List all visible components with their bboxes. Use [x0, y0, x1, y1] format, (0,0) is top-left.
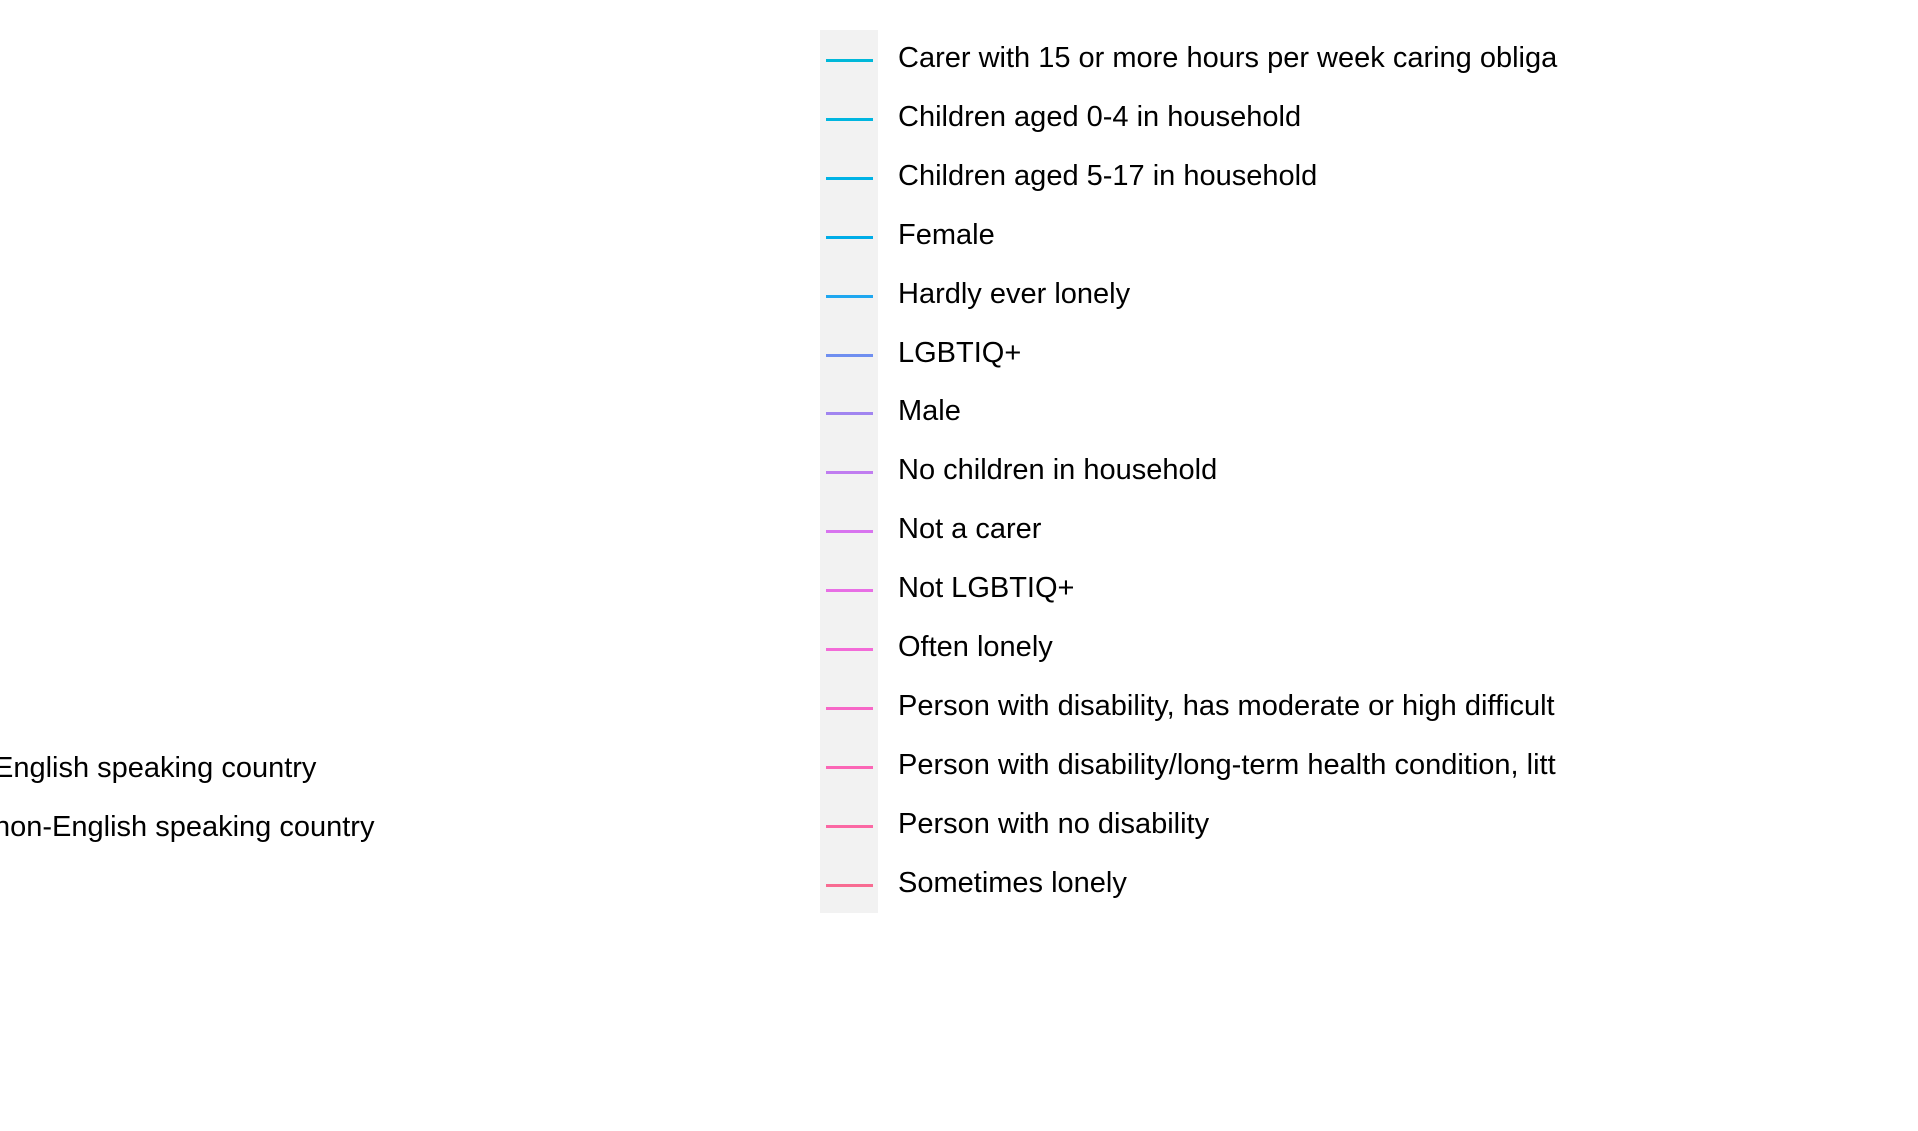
legend-label: Person with disability, has moderate or …	[898, 689, 1555, 722]
legend-key-line	[826, 589, 873, 593]
legend-label: Not LGBTIQ+	[898, 572, 1075, 605]
legend-key-line	[826, 117, 873, 121]
legend-label: LGBTIQ+	[898, 336, 1022, 369]
partial-legend-entry: English speaking country	[0, 752, 317, 784]
legend-key-line	[826, 59, 873, 62]
legend-label: Person with no disability	[898, 807, 1210, 840]
legend-label: Not a carer	[898, 513, 1042, 546]
legend-key-line	[826, 176, 873, 180]
legend-key-line	[826, 235, 873, 239]
partial-legend-entry: non-English speaking country	[0, 811, 375, 843]
legend-label: Children aged 5-17 in household	[898, 159, 1318, 192]
legend-key-line	[826, 648, 873, 651]
legend-key-line	[826, 471, 873, 475]
legend-label: Children aged 0-4 in household	[898, 100, 1302, 133]
legend-key-line	[826, 824, 873, 828]
legend-label: Often lonely	[898, 631, 1053, 663]
legend-key-line	[826, 765, 873, 769]
legend-label: No children in household	[898, 454, 1218, 487]
legend-label: Female	[898, 218, 995, 251]
legend-label: Hardly ever lonely	[898, 277, 1131, 310]
legend-key-line	[826, 294, 873, 298]
legend-label: Person with disability/long-term health …	[898, 748, 1556, 781]
legend-key-line	[826, 530, 873, 534]
legend-label: Sometimes lonely	[898, 866, 1127, 899]
legend-label: Male	[898, 395, 961, 428]
legend-key-line	[826, 353, 873, 357]
legend-key-line	[826, 706, 873, 710]
legend-label: Carer with 15 or more hours per week car…	[898, 42, 1558, 74]
legend-key-line	[826, 412, 873, 416]
legend-key-line	[826, 883, 873, 887]
